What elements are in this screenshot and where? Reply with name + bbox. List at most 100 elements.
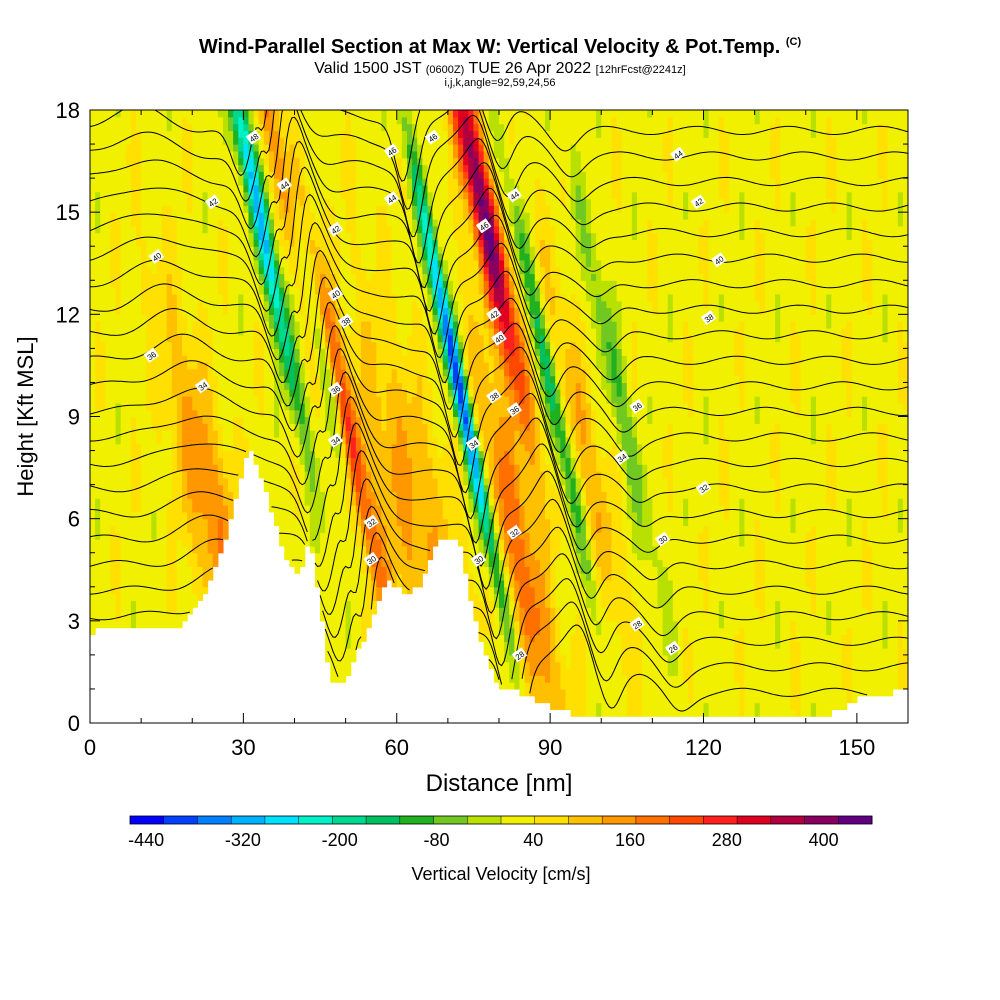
velocity-cell xyxy=(330,178,336,185)
velocity-cell xyxy=(392,519,398,526)
velocity-cell xyxy=(131,192,137,199)
velocity-cell xyxy=(105,498,111,505)
velocity-cell xyxy=(177,369,183,376)
velocity-cell xyxy=(284,294,290,301)
velocity-cell xyxy=(392,396,398,403)
velocity-cell xyxy=(356,178,362,185)
velocity-cell xyxy=(438,124,444,131)
velocity-cell xyxy=(243,192,249,199)
velocity-cell xyxy=(233,287,239,294)
velocity-cell xyxy=(105,560,111,567)
velocity-cell xyxy=(341,634,347,641)
velocity-cell xyxy=(182,280,188,287)
velocity-cell xyxy=(141,607,147,614)
velocity-cell xyxy=(402,546,408,553)
velocity-cell xyxy=(141,328,147,335)
velocity-cell xyxy=(177,498,183,505)
velocity-cell xyxy=(300,539,306,546)
velocity-cell xyxy=(90,451,96,458)
velocity-cell xyxy=(202,144,208,151)
velocity-cell xyxy=(397,328,403,335)
velocity-cell xyxy=(141,151,147,158)
velocity-cell xyxy=(315,321,321,328)
velocity-cell xyxy=(417,171,423,178)
velocity-cell xyxy=(151,410,157,417)
velocity-cell xyxy=(187,457,193,464)
velocity-cell xyxy=(392,328,398,335)
velocity-cell xyxy=(95,525,101,532)
velocity-cell xyxy=(284,164,290,171)
velocity-cell xyxy=(131,621,137,628)
velocity-cell xyxy=(243,389,249,396)
velocity-cell xyxy=(105,137,111,144)
velocity-cell xyxy=(366,192,372,199)
velocity-cell xyxy=(381,301,387,308)
velocity-cell xyxy=(100,362,106,369)
velocity-cell xyxy=(197,239,203,246)
velocity-cell xyxy=(448,505,454,512)
velocity-cell xyxy=(274,451,280,458)
velocity-cell xyxy=(417,451,423,458)
velocity-cell xyxy=(310,124,316,131)
velocity-cell xyxy=(105,185,111,192)
velocity-cell xyxy=(417,178,423,185)
velocity-cell xyxy=(335,185,341,192)
velocity-cell xyxy=(208,212,214,219)
velocity-cell xyxy=(392,205,398,212)
velocity-cell xyxy=(402,233,408,240)
velocity-cell xyxy=(254,239,260,246)
velocity-cell xyxy=(233,124,239,131)
velocity-cell xyxy=(100,485,106,492)
velocity-cell xyxy=(162,294,168,301)
velocity-cell xyxy=(264,485,270,492)
velocity-cell xyxy=(192,471,198,478)
velocity-cell xyxy=(126,600,132,607)
velocity-cell xyxy=(254,396,260,403)
velocity-cell xyxy=(182,600,188,607)
velocity-cell xyxy=(238,451,244,458)
velocity-cell xyxy=(223,260,229,267)
velocity-cell xyxy=(392,423,398,430)
velocity-cell xyxy=(126,294,132,301)
velocity-cell xyxy=(387,308,393,315)
velocity-cell xyxy=(351,294,357,301)
velocity-cell xyxy=(228,219,234,226)
velocity-cell xyxy=(295,130,301,137)
velocity-cell xyxy=(351,164,357,171)
velocity-cell xyxy=(172,621,178,628)
velocity-cell xyxy=(162,192,168,199)
velocity-cell xyxy=(412,199,418,206)
velocity-cell xyxy=(371,389,377,396)
velocity-cell xyxy=(407,546,413,553)
velocity-cell xyxy=(356,430,362,437)
velocity-cell xyxy=(208,253,214,260)
velocity-cell xyxy=(172,342,178,349)
velocity-cell xyxy=(141,124,147,131)
velocity-cell xyxy=(310,471,316,478)
velocity-cell xyxy=(381,246,387,253)
velocity-cell xyxy=(346,185,352,192)
velocity-cell xyxy=(208,437,214,444)
velocity-cell xyxy=(248,233,254,240)
velocity-cell xyxy=(192,144,198,151)
velocity-cell xyxy=(325,164,331,171)
velocity-cell xyxy=(279,144,285,151)
velocity-cell xyxy=(172,532,178,539)
velocity-cell xyxy=(264,396,270,403)
velocity-cell xyxy=(248,403,254,410)
velocity-cell xyxy=(162,621,168,628)
velocity-cell xyxy=(351,178,357,185)
velocity-cell xyxy=(182,362,188,369)
velocity-cell xyxy=(90,219,96,226)
velocity-cell xyxy=(202,280,208,287)
velocity-cell xyxy=(177,539,183,546)
velocity-cell xyxy=(146,491,152,498)
velocity-cell xyxy=(295,253,301,260)
velocity-cell xyxy=(110,525,116,532)
velocity-cell xyxy=(376,130,382,137)
velocity-cell xyxy=(218,437,224,444)
velocity-cell xyxy=(366,151,372,158)
velocity-cell xyxy=(412,491,418,498)
velocity-cell xyxy=(243,437,249,444)
velocity-cell xyxy=(95,457,101,464)
